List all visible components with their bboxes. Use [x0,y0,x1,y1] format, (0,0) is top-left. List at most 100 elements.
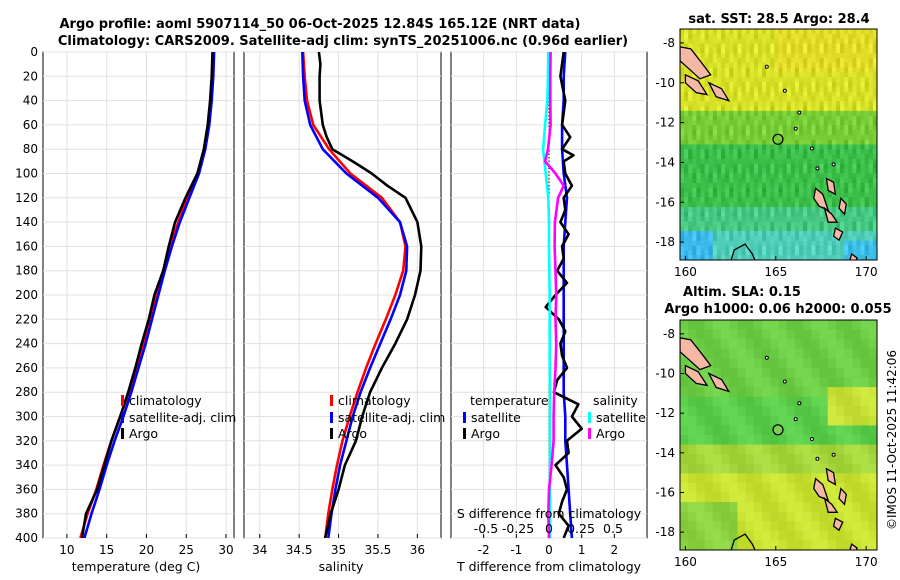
map-cell [721,163,726,170]
island-shape [684,364,709,387]
map-cell [794,540,804,550]
map-cell [794,511,804,522]
map-cell [770,348,780,359]
map-cell [856,211,862,218]
map-cell [716,67,722,73]
map-cell [749,62,755,69]
map-cell [733,216,739,223]
map-cell [680,521,689,532]
map-cell [704,57,710,64]
map-cell [872,158,877,165]
map-cell [753,57,759,64]
map-cell [725,235,730,242]
map-cell [815,106,821,112]
map-cell [766,211,771,218]
map-cell [774,211,780,218]
map-cell [790,62,796,69]
map-cell [774,101,780,107]
sst-map-title: sat. SST: 28.5 Argo: 28.4 [688,12,869,27]
map-cell [799,202,804,208]
map-cell [688,183,693,189]
map-cell [827,106,833,112]
map-cell [856,144,862,150]
map-cell [733,86,739,93]
map-cell [811,33,817,40]
map-cell [753,235,759,242]
map-cell [716,134,722,141]
map-cell [823,81,829,88]
map-cell [831,207,837,213]
map-cell [864,57,870,64]
map-cell [823,110,829,117]
map-cell [729,139,734,146]
map-cell [721,348,730,359]
map-cell [807,91,812,97]
map-cell [823,134,829,141]
map-cell [868,387,877,398]
map-cell [827,72,833,78]
map-cell [696,207,702,213]
map-cell [778,101,784,107]
map-cell [864,235,870,242]
map-cell [680,211,685,218]
island-shape [823,206,839,223]
map-cell [807,149,812,155]
map-cell [815,207,821,213]
map-cell [708,125,714,131]
map-cell [872,144,877,150]
map-cell [712,502,722,513]
map-cell [716,106,722,112]
islet-marker [764,64,769,69]
map-cell [712,406,722,417]
map-cell [696,38,702,45]
map-cell [827,482,837,494]
map-cell [749,57,755,64]
map-cell [860,530,870,542]
map-cell [794,207,800,213]
map-cell [852,511,862,522]
map-cell [819,367,829,379]
map-cell [733,192,739,199]
map-y-tick-label: -14 [655,446,675,460]
map-cell [864,221,870,227]
map-cell [684,33,689,40]
map-cell [696,435,706,446]
map-cell [684,86,689,93]
map-cell [708,216,714,223]
map-cell [823,144,829,150]
map-cell [799,207,804,213]
map-cell [708,139,714,146]
map-cell [716,163,722,170]
map-cell [786,226,792,232]
imos-credit: ©IMOS 11-Oct-2025 11:42:06 [885,350,899,530]
map-cell [684,91,689,97]
map-cell [811,134,817,141]
x-tick-label: 0 [545,543,553,557]
map-cell [807,187,812,194]
map-cell [827,255,833,260]
map-cell [786,29,792,35]
map-cell [733,120,739,126]
map-cell [856,101,862,107]
map-cell [819,444,829,455]
map-cell [762,367,771,379]
map-cell [860,106,866,112]
map-cell [856,67,862,73]
map-cell [696,396,706,407]
map-cell [860,226,866,232]
legend-swatch-climatology [330,395,333,406]
map-cell [844,502,853,513]
map-cell [799,211,804,218]
map-cell [852,245,858,251]
map-cell [852,149,858,155]
map-cell [864,207,870,213]
map-cell [803,530,812,542]
map-cell [786,511,796,522]
map-cell [729,211,734,218]
map-cell [811,320,821,331]
map-cell [680,86,685,93]
map-cell [782,168,788,174]
map-cell [708,192,714,199]
map-cell [766,221,771,227]
map-cell [803,216,808,223]
